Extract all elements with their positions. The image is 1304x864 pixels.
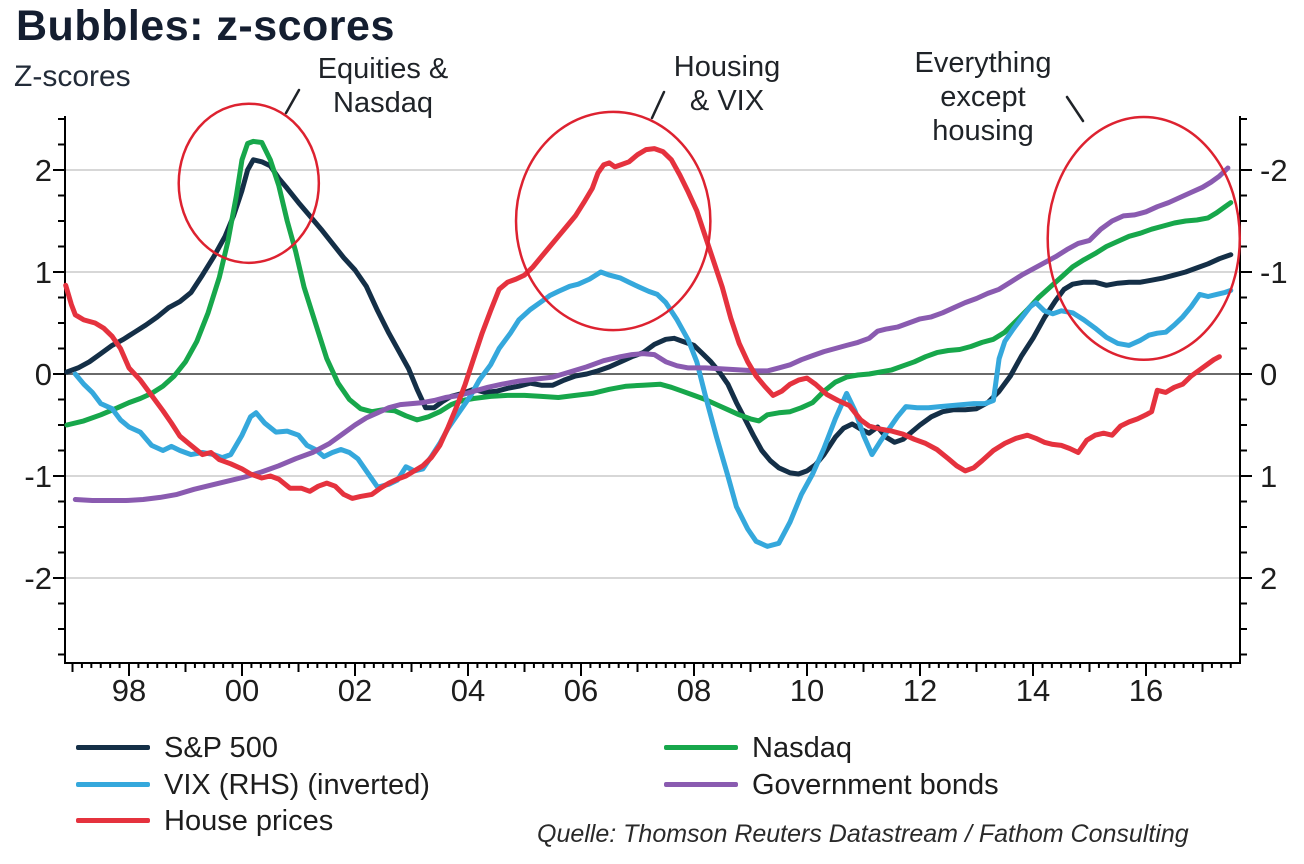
annotation-housing-vix: Housing & VIX bbox=[607, 50, 847, 118]
svg-text:-2: -2 bbox=[24, 561, 52, 596]
svg-text:06: 06 bbox=[564, 673, 598, 708]
svg-text:08: 08 bbox=[677, 673, 711, 708]
annotation-line: Equities & bbox=[317, 53, 449, 85]
svg-text:2: 2 bbox=[1260, 561, 1277, 596]
svg-text:10: 10 bbox=[790, 673, 824, 708]
x-axis-ticks bbox=[71, 663, 1232, 676]
annotation-pointers bbox=[284, 88, 1085, 123]
svg-text:16: 16 bbox=[1129, 673, 1163, 708]
svg-text:00: 00 bbox=[225, 673, 259, 708]
svg-text:12: 12 bbox=[903, 673, 937, 708]
series-sp500 bbox=[64, 157, 1234, 477]
annotation-equities-nasdaq: Equities & Nasdaq bbox=[263, 52, 503, 120]
annotation-line: Everything bbox=[914, 47, 1052, 79]
chart-title: Bubbles: z-scores bbox=[16, 2, 395, 50]
annotation-line: housing bbox=[932, 115, 1034, 147]
series-vix bbox=[72, 269, 1234, 549]
svg-text:04: 04 bbox=[451, 673, 485, 708]
y-axis-right-labels: -2 -1 0 1 2 bbox=[1260, 153, 1288, 596]
annotation-line: & VIX bbox=[689, 85, 765, 117]
svg-text:1: 1 bbox=[1260, 459, 1277, 494]
annotation-ellipses bbox=[177, 102, 1242, 361]
svg-text:2: 2 bbox=[35, 153, 52, 188]
x-axis-labels: 98 00 02 04 06 08 10 12 14 16 bbox=[112, 673, 1163, 708]
svg-text:98: 98 bbox=[112, 673, 146, 708]
series-house-prices bbox=[63, 146, 1222, 501]
y-axis-left-labels: 2 1 0 -1 -2 bbox=[24, 153, 52, 596]
svg-text:02: 02 bbox=[338, 673, 372, 708]
annotation-line: except bbox=[940, 81, 1026, 113]
source-credit: Quelle: Thomson Reuters Datastream / Fat… bbox=[537, 820, 1189, 848]
svg-text:1: 1 bbox=[35, 255, 52, 290]
svg-text:14: 14 bbox=[1016, 673, 1050, 708]
y-axis-ticks bbox=[53, 118, 1252, 656]
svg-text:-1: -1 bbox=[24, 459, 52, 494]
annotation-line: Nasdaq bbox=[333, 87, 433, 119]
svg-text:-1: -1 bbox=[1260, 255, 1288, 290]
series-nasdaq bbox=[64, 138, 1234, 428]
svg-text:0: 0 bbox=[35, 357, 52, 392]
annotation-everything-except-housing: Everything except housing bbox=[863, 46, 1103, 148]
svg-text:0: 0 bbox=[1260, 357, 1277, 392]
annotation-line: Housing bbox=[673, 51, 781, 83]
y-axis-caption: Z-scores bbox=[14, 60, 131, 93]
series-gov-bonds bbox=[72, 165, 1231, 503]
svg-text:-2: -2 bbox=[1260, 153, 1288, 188]
